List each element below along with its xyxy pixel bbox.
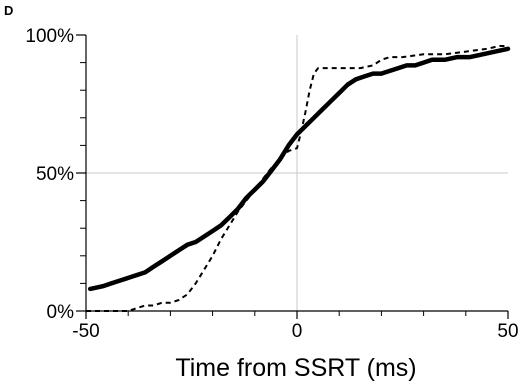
panel-label: D (4, 3, 13, 18)
x-tick-label: 0 (292, 321, 303, 342)
series-line-solid (87, 46, 511, 292)
y-tick-label: 0% (47, 302, 75, 323)
reference-lines (86, 35, 508, 311)
x-axis-label: Time from SSRT (ms) (175, 354, 416, 382)
axes: 0% 50% 100% -50 0 50 (25, 26, 518, 342)
x-tick-label: 50 (497, 321, 518, 342)
x-tick-label: -50 (72, 321, 99, 342)
y-tick-label: 50% (36, 164, 74, 185)
series-layer (86, 45, 511, 312)
series-line-dashed (86, 45, 508, 312)
y-tick-label: 100% (25, 26, 74, 47)
